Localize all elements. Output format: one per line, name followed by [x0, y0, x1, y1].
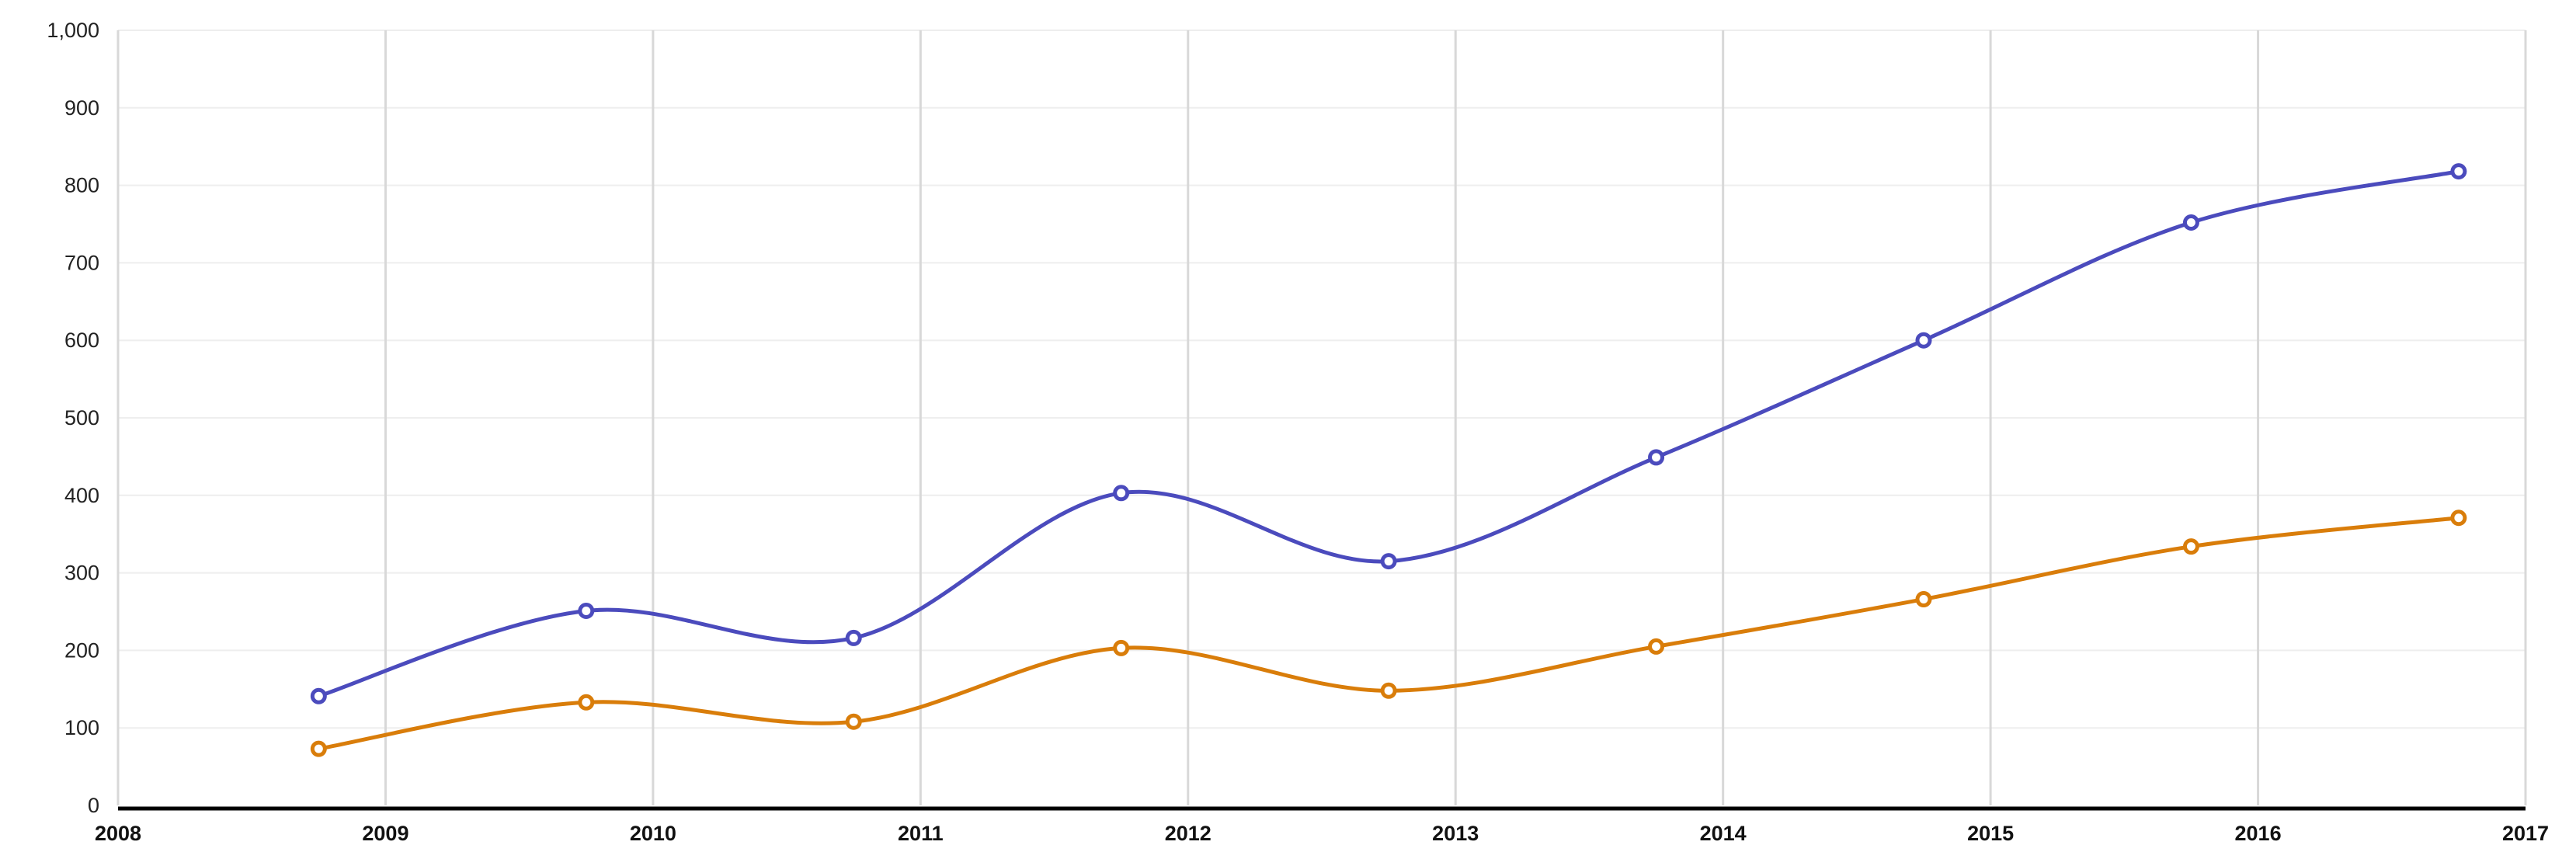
y-tick-label: 600 [64, 329, 99, 352]
y-tick-label: 800 [64, 174, 99, 197]
series-lines [318, 169, 2460, 751]
y-tick-label: 400 [64, 484, 99, 507]
data-point-marker [1380, 682, 1397, 699]
x-tick-label: 2016 [2235, 822, 2282, 845]
data-point-marker [2182, 214, 2199, 231]
y-tick-label: 900 [64, 96, 99, 120]
y-tick-label: 200 [64, 638, 99, 662]
grid [116, 30, 2527, 805]
x-tick-label: 2013 [1432, 822, 1479, 845]
data-point-marker [1915, 591, 1932, 608]
data-point-marker [845, 629, 862, 646]
data-point-marker [1915, 332, 1932, 349]
data-point-marker [845, 713, 862, 730]
y-tick-label: 500 [64, 406, 99, 430]
data-point-marker [310, 740, 327, 757]
data-point-marker [1380, 553, 1397, 570]
data-point-marker [1113, 639, 1130, 656]
x-tick-label: 2009 [362, 822, 408, 845]
x-tick-label: 2010 [630, 822, 676, 845]
x-tick-label: 2008 [95, 822, 141, 845]
x-tick-label: 2012 [1165, 822, 1212, 845]
series-markers [310, 163, 2467, 757]
data-point-marker [2450, 163, 2467, 180]
data-point-marker [2450, 510, 2467, 527]
x-tick-label: 2011 [898, 822, 944, 845]
y-tick-label: 300 [64, 562, 99, 585]
data-point-marker [1648, 449, 1665, 466]
y-tick-label: 1,000 [47, 19, 99, 42]
data-point-marker [1113, 485, 1130, 502]
x-tick-label: 2017 [2502, 822, 2549, 845]
data-point-marker [578, 694, 595, 711]
x-tick-label: 2015 [1967, 822, 2014, 845]
data-point-marker [2182, 538, 2199, 555]
y-tick-label: 0 [88, 794, 99, 817]
y-tick-label: 100 [64, 716, 99, 739]
series-line-2 [318, 516, 2460, 751]
x-tick-label: 2014 [1700, 822, 1747, 845]
series-line-1 [318, 169, 2460, 698]
data-point-marker [1648, 638, 1665, 655]
data-point-marker [578, 603, 595, 620]
data-point-marker [310, 687, 327, 704]
axes: 0 100 200 300 400 500 600 700 800 900 1,000 2008 200… [47, 19, 2549, 845]
y-tick-label: 700 [64, 251, 99, 274]
